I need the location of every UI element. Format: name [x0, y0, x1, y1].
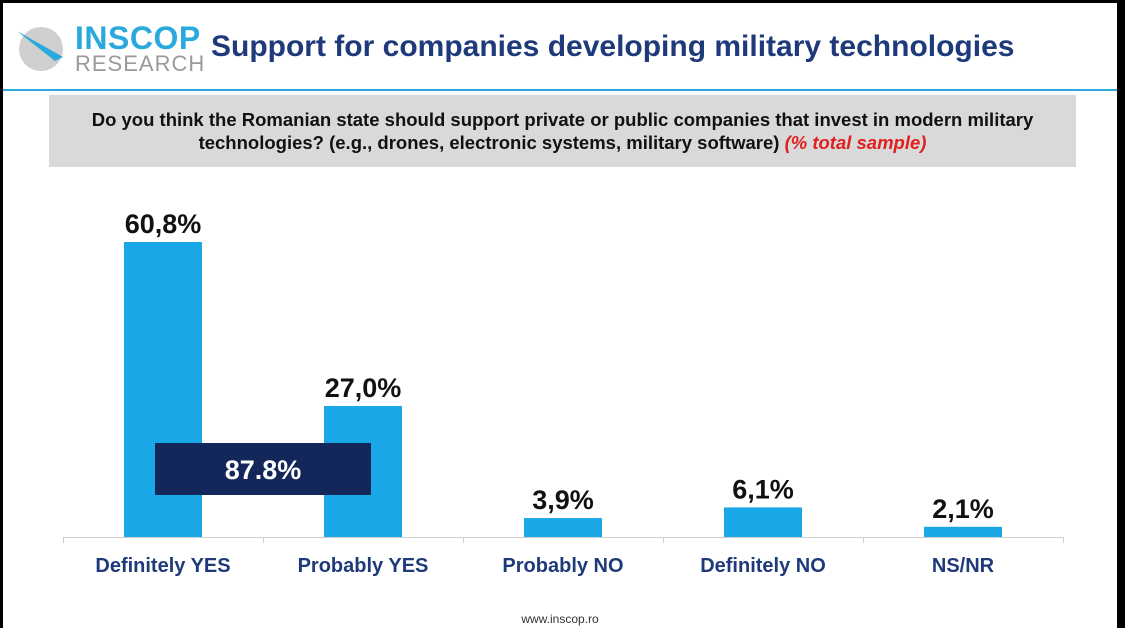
category-label: Probably NO	[502, 555, 623, 577]
header-divider	[3, 89, 1117, 91]
question-box: Do you think the Romanian state should s…	[49, 95, 1076, 167]
bar	[524, 518, 602, 537]
category-label: NS/NR	[932, 555, 995, 577]
question-note: (% total sample)	[784, 132, 927, 153]
logo-subtitle: RESEARCH	[75, 51, 206, 76]
data-label: 6,1%	[732, 474, 794, 504]
question-text: Do you think the Romanian state should s…	[49, 108, 1076, 154]
slide: INSCOP RESEARCH Support for companies de…	[3, 3, 1117, 628]
annotation-box	[155, 443, 371, 495]
category-label: Definitely NO	[700, 555, 826, 577]
bar	[924, 526, 1002, 537]
bar-chart: 60,8% Definitely YES 27,0% Probably YES 3,9%…	[63, 209, 1064, 577]
header: INSCOP RESEARCH Support for companies de…	[3, 3, 1117, 91]
category-label: Definitely YES	[95, 555, 230, 577]
annotation-label: 87.8%	[225, 455, 302, 485]
inscop-logo: INSCOP RESEARCH	[15, 17, 205, 77]
logo-wordmark: INSCOP	[75, 20, 201, 56]
data-label: 2,1%	[932, 494, 994, 524]
data-label: 3,9%	[532, 485, 594, 515]
question-body: Do you think the Romanian state should s…	[91, 109, 1034, 153]
bar	[724, 507, 802, 537]
logo-mark-icon	[17, 27, 63, 71]
data-label: 60,8%	[125, 209, 202, 239]
data-label: 27,0%	[325, 373, 402, 403]
page-title: Support for companies developing militar…	[211, 30, 1015, 63]
category-label: Probably YES	[298, 555, 429, 577]
footer-url: www.inscop.ro	[521, 612, 599, 626]
